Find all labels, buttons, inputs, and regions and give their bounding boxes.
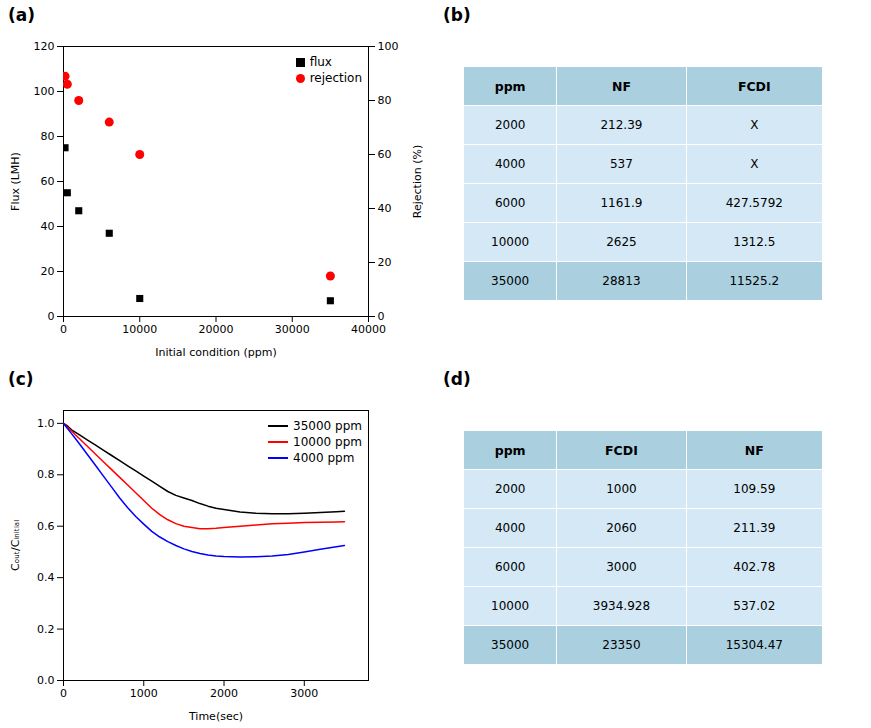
html-text:ppm: ppm: [494, 78, 526, 94]
html-text:4000: 4000: [494, 157, 526, 171]
html-text:427.5792: 427.5792: [725, 196, 783, 210]
html-text:212.39: 212.39: [600, 118, 643, 132]
svg-text:Rejection (%): Rejection (%): [411, 145, 424, 218]
svg-text:Flux (LMH): Flux (LMH): [9, 152, 22, 211]
svg-text:40000: 40000: [351, 323, 386, 336]
svg-text:0.6: 0.6: [37, 520, 55, 533]
svg-text:2000: 2000: [210, 687, 238, 700]
html-text:10000 ppm: 10000 ppm: [293, 435, 362, 449]
svg-text:20: 20: [41, 265, 55, 278]
html-text:2625: 2625: [606, 235, 637, 249]
svg-text:100: 100: [378, 40, 399, 53]
svg-text:80: 80: [41, 130, 55, 143]
html-text:109.59: 109.59: [733, 482, 776, 496]
html-text:2060: 2060: [606, 521, 637, 535]
html-text:211.39: 211.39: [733, 521, 776, 535]
html-text:15304.47: 15304.47: [725, 638, 783, 652]
svg-text:1.0: 1.0: [37, 417, 55, 430]
html-text:(b): (b): [443, 5, 471, 25]
svg-text:Cₒᵤₜ/Cᵢₙᵢₜᵢₐₗ: Cₒᵤₜ/Cᵢₙᵢₜᵢₐₗ: [9, 520, 22, 571]
svg-text:120: 120: [34, 40, 55, 53]
svg-text:0: 0: [60, 323, 67, 336]
html-text:537.02: 537.02: [733, 599, 776, 613]
html-text:4000: 4000: [494, 521, 526, 535]
html-text:4000 ppm: 4000 ppm: [293, 451, 355, 465]
svg-text:100: 100: [34, 85, 55, 98]
html-text:NF: NF: [611, 78, 631, 94]
html-text:2000: 2000: [494, 118, 526, 132]
html-text:2000: 2000: [494, 482, 526, 496]
svg-text:20000: 20000: [199, 323, 234, 336]
html-text:3934.928: 3934.928: [592, 599, 651, 613]
html-text:402.78: 402.78: [733, 560, 776, 574]
html-text:(a): (a): [8, 5, 35, 25]
html-text:1161.9: 1161.9: [600, 196, 643, 210]
html-text:28813: 28813: [602, 274, 641, 288]
html-text:6000: 6000: [494, 560, 526, 574]
svg-text:40: 40: [378, 202, 392, 215]
html-text:537: 537: [610, 157, 633, 171]
html-text:35000 ppm: 35000 ppm: [293, 419, 362, 433]
svg-text:Initial condition (ppm): Initial condition (ppm): [155, 346, 277, 359]
svg-text:10000: 10000: [122, 323, 157, 336]
html-text:23350: 23350: [602, 638, 641, 652]
svg-text:1000: 1000: [130, 687, 158, 700]
html-text:X: X: [750, 118, 759, 132]
svg-text:3000: 3000: [290, 687, 318, 700]
svg-text:0: 0: [48, 310, 55, 323]
html-text:(d): (d): [443, 369, 471, 389]
html-text:6000: 6000: [494, 196, 526, 210]
svg-text:60: 60: [41, 175, 55, 188]
html-text:X: X: [750, 157, 759, 171]
html-text:10000: 10000: [491, 599, 530, 613]
svg-text:0.4: 0.4: [37, 571, 55, 584]
html-text:35000: 35000: [491, 638, 530, 652]
html-text:ppm: ppm: [494, 442, 526, 458]
svg-text:0.0: 0.0: [37, 674, 55, 687]
svg-text:60: 60: [378, 148, 392, 161]
html-text:1312.5: 1312.5: [733, 235, 776, 249]
html-text:10000: 10000: [491, 235, 530, 249]
svg-text:Time(sec): Time(sec): [188, 710, 243, 723]
svg-text:30000: 30000: [275, 323, 310, 336]
svg-text:0: 0: [378, 310, 385, 323]
html-text:11525.2: 11525.2: [729, 274, 780, 288]
svg-text:20: 20: [378, 256, 392, 269]
html-text:3000: 3000: [606, 560, 637, 574]
svg-text:0.2: 0.2: [37, 623, 55, 636]
html-text:35000: 35000: [491, 274, 530, 288]
svg-text:40: 40: [41, 220, 55, 233]
html-text:FCDI: FCDI: [605, 442, 638, 458]
html-text:1000: 1000: [606, 482, 637, 496]
html-text:(c): (c): [8, 369, 34, 389]
svg-text:0: 0: [60, 687, 67, 700]
html-text:flux: flux: [309, 55, 332, 69]
svg-text:0.8: 0.8: [37, 468, 55, 481]
svg-text:80: 80: [378, 94, 392, 107]
html-text:NF: NF: [744, 442, 764, 458]
html-text:rejection: rejection: [309, 71, 362, 85]
html-text:FCDI: FCDI: [737, 78, 771, 94]
